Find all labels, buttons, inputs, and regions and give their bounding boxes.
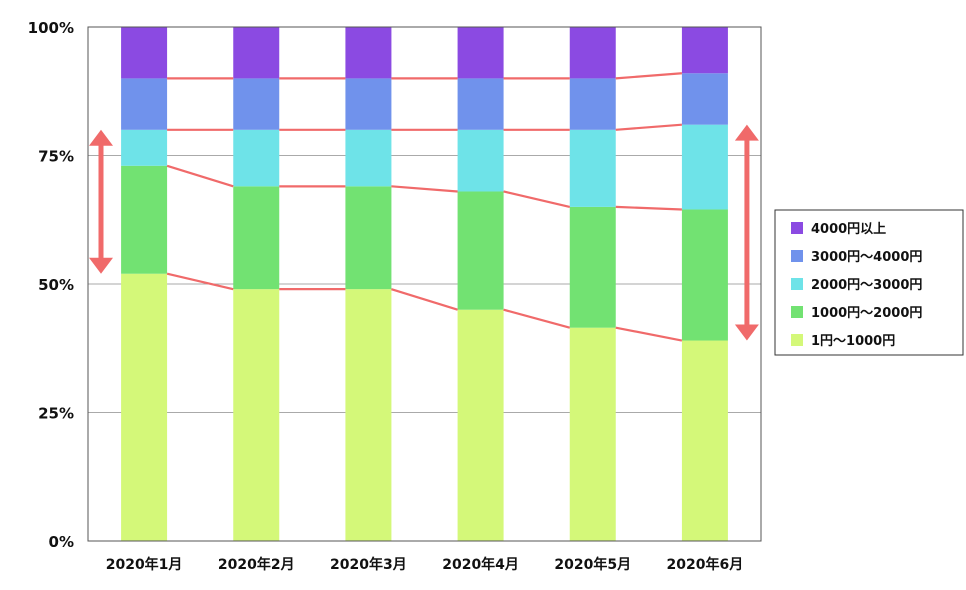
legend: 4000円以上 3000円～4000円 2000円～3000円 1000円～2000円… bbox=[774, 209, 964, 356]
x-tick-label: 2020年1月 bbox=[106, 556, 183, 573]
bar-segment bbox=[345, 186, 392, 290]
legend-label: 3000円～4000円 bbox=[811, 250, 922, 265]
bar-segment bbox=[569, 78, 616, 130]
legend-label: 2000円～3000円 bbox=[811, 278, 922, 293]
arrow-head-up bbox=[89, 129, 113, 146]
x-tick-label: 2020年2月 bbox=[218, 556, 295, 573]
connector-line bbox=[391, 185, 458, 193]
connector-line bbox=[503, 308, 571, 329]
legend-box bbox=[774, 209, 964, 356]
x-tick-label: 2020年3月 bbox=[330, 556, 407, 573]
connector-line bbox=[391, 288, 458, 311]
connector-line bbox=[615, 123, 683, 131]
bar-segment bbox=[681, 124, 728, 210]
bar-segment bbox=[345, 289, 392, 541]
connector-line bbox=[615, 72, 683, 80]
bar-segment bbox=[457, 78, 504, 130]
bar-segment bbox=[681, 73, 728, 125]
connector-line bbox=[166, 164, 234, 188]
x-tick-label: 2020年5月 bbox=[554, 556, 631, 573]
x-axis: 2020年1月 2020年2月 2020年3月 2020年4月 2020年5月 2020年… bbox=[106, 556, 744, 573]
x-tick-label: 2020年6月 bbox=[667, 556, 744, 573]
bar-segment bbox=[121, 27, 168, 79]
legend-label: 1円～1000円 bbox=[811, 334, 895, 349]
connector-line bbox=[166, 272, 234, 291]
bar-segment bbox=[457, 129, 504, 192]
y-axis: 0% 25% 50% 75% 100% bbox=[28, 19, 74, 551]
bar-segment bbox=[681, 340, 728, 541]
y-tick-label: 75% bbox=[38, 148, 74, 166]
arrow-head-down bbox=[734, 324, 759, 341]
bar-segment bbox=[345, 78, 392, 130]
y-tick-label: 25% bbox=[38, 405, 74, 423]
bar-segment bbox=[233, 27, 280, 79]
bar-segment bbox=[681, 27, 728, 74]
bar-segment bbox=[457, 191, 504, 310]
bar-segment bbox=[121, 165, 168, 274]
bar-segment bbox=[345, 27, 392, 79]
legend-label: 4000円以上 bbox=[811, 222, 886, 237]
arrow-head-down bbox=[89, 257, 113, 274]
connector-line bbox=[503, 190, 570, 208]
bar-segment bbox=[233, 78, 280, 130]
bar-segment bbox=[457, 309, 504, 541]
y-tick-label: 50% bbox=[38, 276, 74, 294]
bar-segment bbox=[121, 129, 168, 166]
bar-segment bbox=[569, 129, 616, 207]
bar-segment bbox=[457, 27, 504, 79]
annotation-arrows bbox=[89, 124, 759, 341]
y-tick-label: 100% bbox=[28, 19, 74, 37]
bar-segment bbox=[345, 129, 392, 187]
connector-line bbox=[615, 205, 682, 211]
legend-swatch bbox=[791, 306, 803, 318]
bar-segment bbox=[121, 273, 168, 541]
connector-line bbox=[615, 326, 683, 342]
bar-segment bbox=[569, 206, 616, 328]
legend-swatch bbox=[791, 222, 803, 234]
bar-segment bbox=[569, 327, 616, 541]
x-tick-label: 2020年4月 bbox=[442, 556, 519, 573]
arrow-head-up bbox=[734, 124, 759, 141]
legend-swatch bbox=[791, 250, 803, 262]
bars bbox=[121, 27, 728, 541]
legend-swatch bbox=[791, 334, 803, 346]
plot-border bbox=[87, 26, 762, 542]
bar-segment bbox=[233, 129, 280, 187]
bar-segment bbox=[233, 186, 280, 290]
bar-segment bbox=[681, 209, 728, 341]
y-tick-label: 0% bbox=[49, 533, 74, 551]
bar-segment bbox=[233, 289, 280, 541]
legend-label: 1000円～2000円 bbox=[811, 306, 922, 321]
bar-segment bbox=[569, 27, 616, 79]
connector-lines bbox=[166, 72, 683, 342]
bar-segment bbox=[121, 78, 168, 130]
legend-swatch bbox=[791, 278, 803, 290]
